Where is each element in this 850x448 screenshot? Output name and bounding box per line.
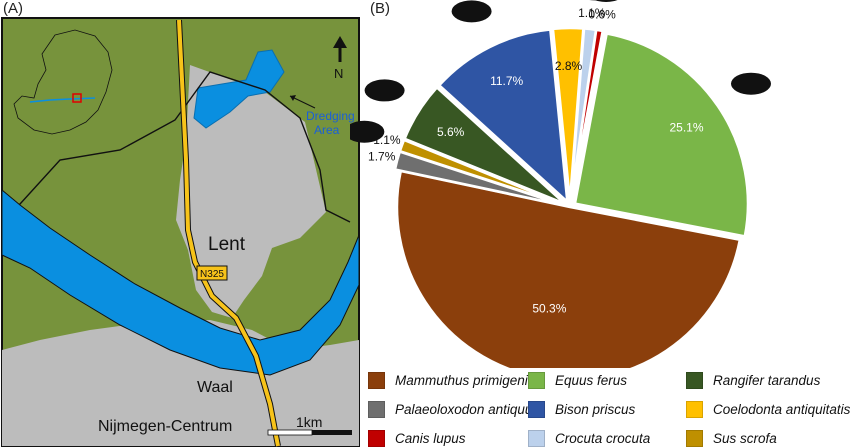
town-label: Lent bbox=[208, 234, 246, 255]
legend-item: Mammuthus primigenius bbox=[368, 371, 542, 389]
legend-swatch bbox=[686, 400, 703, 418]
legend-swatch bbox=[686, 429, 703, 447]
road-label: N325 bbox=[200, 269, 224, 280]
legend-item: Palaeoloxodon antiquus bbox=[368, 400, 539, 418]
inset-river bbox=[29, 97, 96, 103]
panel-label-b: (B) bbox=[370, 0, 390, 17]
city-label: Nijmegen-Centrum bbox=[98, 418, 232, 435]
legend-label: Coelodonta antiquitatis bbox=[713, 401, 850, 417]
road-shield bbox=[196, 265, 228, 281]
slice-label-bison-priscus: 11.7% bbox=[490, 74, 523, 88]
inset-location-box bbox=[72, 93, 82, 103]
river-waal bbox=[1, 188, 360, 376]
bison-icon bbox=[451, 0, 492, 23]
north-label: N bbox=[334, 66, 343, 81]
legend-swatch bbox=[528, 400, 545, 418]
dredging-label-2: Area bbox=[314, 123, 340, 137]
slice-label-mammuthus-primigenius: 50.3% bbox=[532, 302, 566, 316]
slice-label-equus-ferus: 25.1% bbox=[669, 121, 703, 135]
legend-swatch bbox=[368, 400, 385, 418]
dredging-area bbox=[193, 49, 285, 129]
legend-item: Equus ferus bbox=[528, 371, 627, 389]
legend-item: Sus scrofa bbox=[686, 429, 777, 447]
legend-item: Rangifer tarandus bbox=[686, 371, 820, 389]
river-label: Waal bbox=[197, 379, 233, 396]
scale-bar bbox=[267, 429, 313, 436]
legend-label: Sus scrofa bbox=[713, 430, 777, 446]
pie-slice-bison-priscus bbox=[437, 28, 569, 205]
slice-label-palaeoloxodon-antiquus: 1.7% bbox=[368, 149, 396, 163]
legend-label: Canis lupus bbox=[395, 430, 466, 446]
study-boundary bbox=[9, 71, 351, 223]
scale-label: 1km bbox=[296, 414, 322, 430]
wolf-icon bbox=[594, 0, 618, 2]
legend-item: Canis lupus bbox=[368, 429, 466, 447]
legend-swatch bbox=[686, 371, 703, 389]
pie-slice-palaeoloxodon-antiquus bbox=[393, 150, 565, 207]
pie-slice-mammuthus-primigenius bbox=[395, 169, 742, 368]
dredging-label-1: Dredging bbox=[306, 109, 355, 123]
pie-slice-coelodonta-antiquitatis bbox=[551, 26, 585, 202]
legend-label: Equus ferus bbox=[555, 372, 628, 388]
panel-label-a: (A) bbox=[3, 0, 23, 17]
legend-label: Crocuta crocuta bbox=[555, 430, 651, 446]
legend-swatch bbox=[368, 429, 385, 447]
chart-legend: Mammuthus primigenius Equus ferus Rangifer… bbox=[368, 368, 850, 448]
map-panel: N325 Lent Waal Nijmegen-Centrum Dredging… bbox=[1, 17, 360, 447]
horse-icon bbox=[731, 72, 772, 95]
legend-item: Coelodonta antiquitatis bbox=[686, 400, 850, 418]
legend-swatch bbox=[528, 429, 545, 447]
legend-item: Crocuta crocuta bbox=[528, 429, 650, 447]
legend-swatch bbox=[368, 371, 385, 389]
legend-label: Rangifer tarandus bbox=[713, 372, 821, 388]
legend-label: Mammuthus primigenius bbox=[395, 372, 543, 388]
legend-label: Bison priscus bbox=[555, 401, 636, 417]
lent-urban-area bbox=[176, 65, 326, 318]
netherlands-inset bbox=[13, 29, 113, 135]
pie-chart: 50.3%25.1%0.6%1.1%2.8%11.7%5.6%1.1%1.7% bbox=[350, 0, 772, 368]
reindeer-icon bbox=[364, 79, 405, 102]
slice-label-coelodonta-antiquitatis: 2.8% bbox=[555, 59, 583, 73]
slice-label-canis-lupus: 0.6% bbox=[588, 8, 616, 22]
legend-label: Palaeoloxodon antiquus bbox=[395, 401, 540, 417]
legend-item: Bison priscus bbox=[528, 400, 635, 418]
pie-slice-rangifer-tarandus bbox=[402, 85, 566, 205]
pie-slice-equus-ferus bbox=[573, 32, 750, 238]
slice-label-crocuta-crocuta: 1.1% bbox=[578, 6, 606, 20]
legend-swatch bbox=[528, 371, 545, 389]
slice-label-rangifer-tarandus: 5.6% bbox=[437, 125, 465, 139]
boar-icon bbox=[350, 120, 385, 143]
